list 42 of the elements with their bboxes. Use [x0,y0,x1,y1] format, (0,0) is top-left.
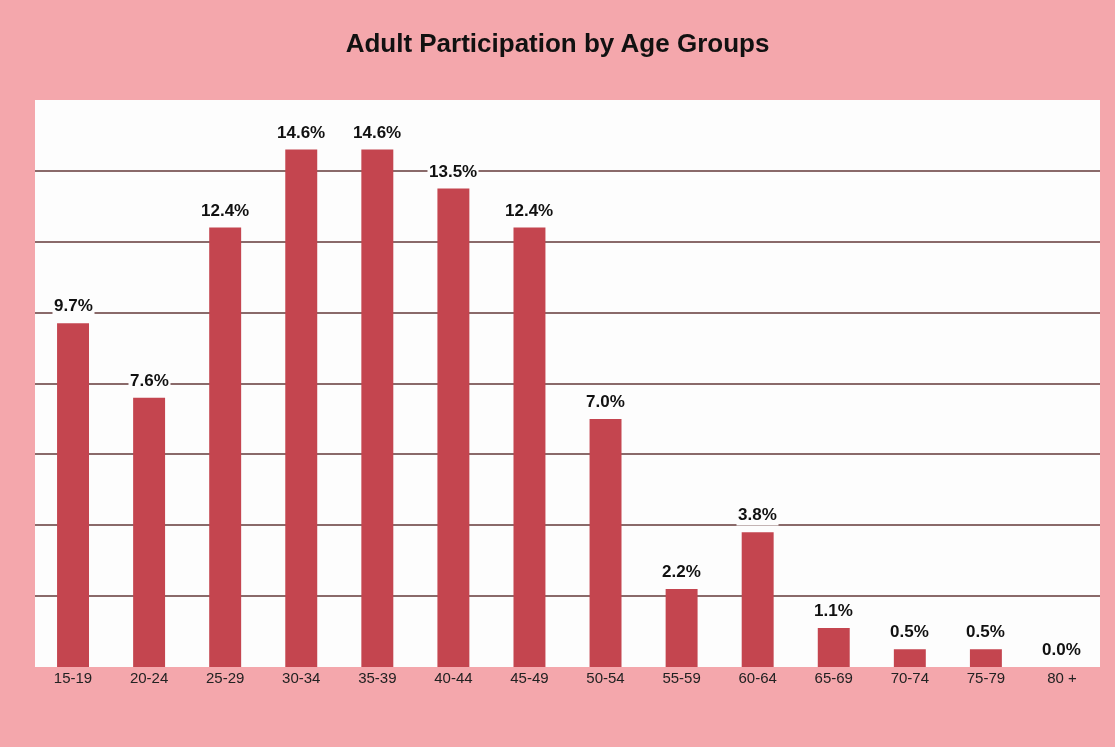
x-tick-label: 15-19 [53,669,93,686]
data-label: 13.5% [429,162,478,181]
bar [893,649,926,667]
x-tick-label: 40-44 [434,669,473,686]
data-label: 1.1% [814,601,853,620]
x-tick-label: 35-39 [358,669,397,686]
bar [361,149,394,667]
x-tick-label: 55-59 [662,669,701,686]
bar [285,149,318,667]
data-label: 12.4% [201,201,250,220]
bar [513,227,546,667]
chart-title: Adult Participation by Age Groups [345,27,770,58]
x-tick-label: 20-24 [129,669,169,686]
data-label: 0.0% [1042,640,1081,659]
x-tick-label: 60-64 [738,669,777,686]
x-tick-label: 30-34 [282,669,321,686]
data-label: 7.6% [130,371,169,390]
bar [969,649,1002,667]
data-label: 9.7% [54,296,93,315]
x-tick-label: 65-69 [814,669,853,686]
x-tick-label: 45-49 [510,669,549,686]
x-tick-label: 25-29 [205,669,245,686]
data-label: 3.8% [738,505,777,524]
bar [741,532,774,667]
bar [437,188,470,667]
data-label: 12.4% [505,201,554,220]
data-label: 7.0% [586,392,625,411]
x-tick-label: 70-74 [890,669,930,686]
bar [133,397,166,667]
data-label: 2.2% [662,562,701,581]
bar [57,323,90,667]
data-label: 0.5% [966,622,1005,641]
x-tick-label: 50-54 [586,669,625,686]
data-label: 14.6% [353,123,402,142]
data-label: 14.6% [277,123,326,142]
x-tick-label: 80 + [1047,669,1077,686]
x-tick-label: 75-79 [966,669,1006,686]
bar [665,589,698,667]
bar [817,628,850,667]
data-label: 0.5% [890,622,929,641]
bar [589,418,622,667]
bar [209,227,242,667]
